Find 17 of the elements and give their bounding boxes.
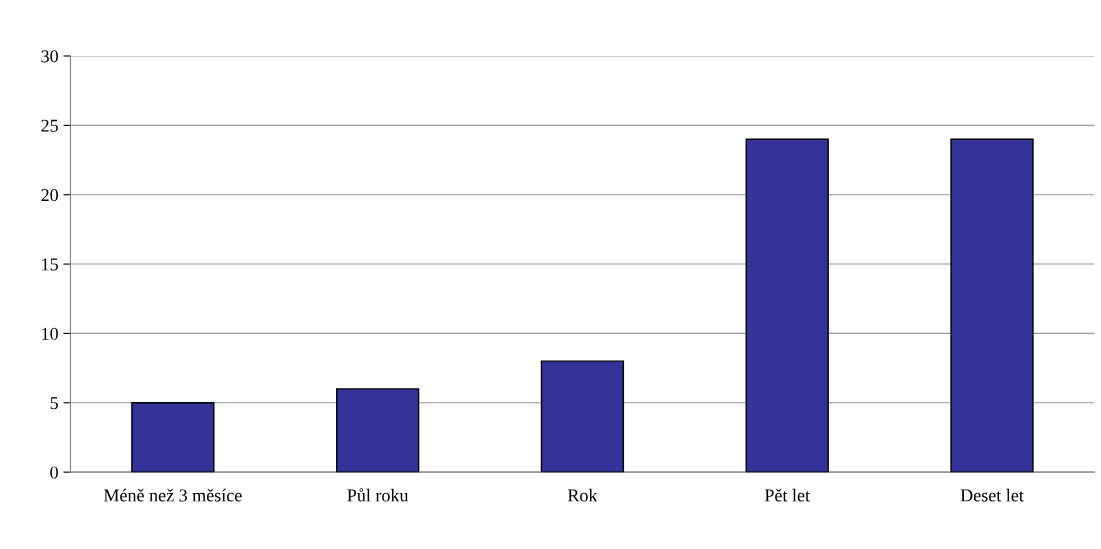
y-tick-label: 30 xyxy=(41,50,58,63)
y-tick-label: 5 xyxy=(50,397,58,410)
bar xyxy=(335,388,420,473)
bar xyxy=(131,402,215,473)
bar xyxy=(950,138,1034,473)
bar xyxy=(540,360,625,473)
y-tick-label: 10 xyxy=(42,327,58,340)
y-tick-label: 0 xyxy=(50,466,58,479)
x-tick-label: Rok xyxy=(567,488,598,502)
x-tick-label: Půl roku xyxy=(347,488,409,502)
x-tick-label: Deset let xyxy=(960,488,1024,502)
y-tick-label: 20 xyxy=(41,188,58,202)
y-tick-label: 25 xyxy=(41,119,58,132)
y-tick-label: 15 xyxy=(42,258,58,271)
x-tick-label: Pět let xyxy=(764,488,810,502)
bar xyxy=(745,138,829,473)
x-tick-label: Méně než 3 měsíce xyxy=(103,488,242,502)
